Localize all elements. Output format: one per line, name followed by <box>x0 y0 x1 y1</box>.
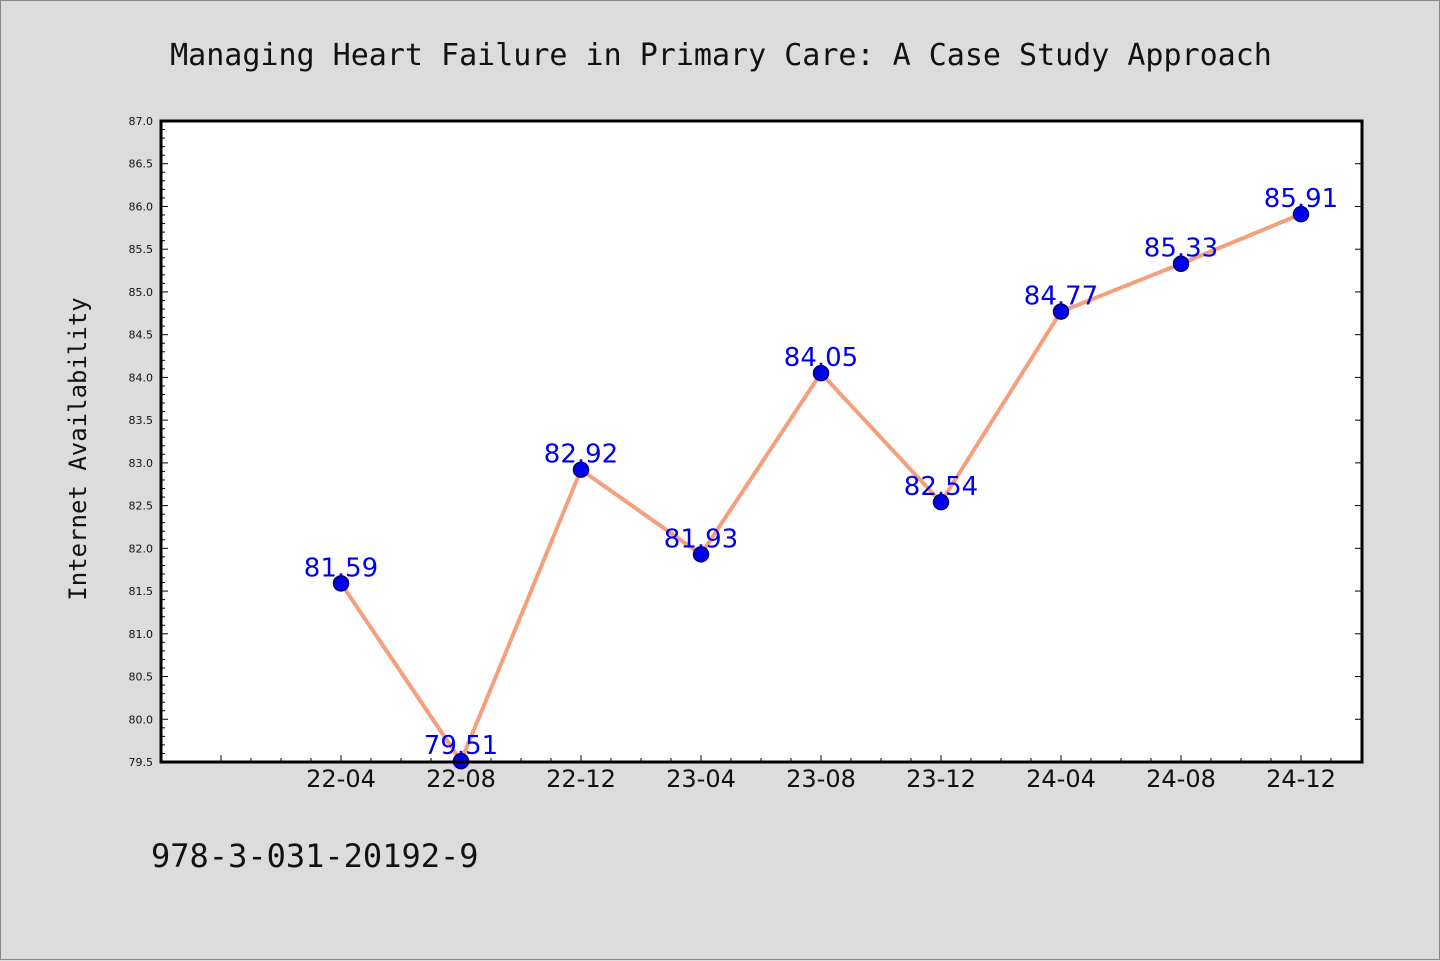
y-tick-label: 86.0 <box>129 200 154 213</box>
y-tick-label: 85.0 <box>129 286 154 299</box>
data-label: 81.59 <box>304 553 378 583</box>
y-axis-label: Internet Availability <box>64 297 92 600</box>
y-tick-label: 82.5 <box>129 500 154 513</box>
x-tick-label: 22-08 <box>426 765 496 793</box>
y-tick-label: 83.5 <box>129 414 154 427</box>
y-tick-label: 82.0 <box>129 542 154 555</box>
data-point <box>1052 303 1070 320</box>
y-tick-label: 80.5 <box>129 671 154 684</box>
y-tick-label: 80.0 <box>129 713 154 726</box>
chart-title: Managing Heart Failure in Primary Care: … <box>170 38 1272 73</box>
isbn-text: 978-3-031-20192-9 <box>151 837 479 875</box>
plot-border <box>159 119 1364 764</box>
data-point <box>572 461 590 478</box>
y-axis-ticks: 79.5 80.0 80.5 81.0 81.5 82.0 82.5 83.0 83.5 84.0… <box>129 115 1362 769</box>
y-tick-label: 87.0 <box>129 115 154 128</box>
data-point <box>1292 205 1310 223</box>
x-tick-label: 24-04 <box>1026 765 1096 793</box>
data-label: 82.92 <box>544 440 618 470</box>
data-point <box>932 493 950 511</box>
y-tick-label: 81.5 <box>129 585 154 598</box>
x-tick-label: 24-12 <box>1266 765 1336 793</box>
y-tick-label: 79.5 <box>129 756 154 769</box>
data-label: 84.05 <box>784 343 858 373</box>
x-tick-label: 23-04 <box>666 765 736 793</box>
data-label: 81.93 <box>664 524 738 554</box>
y-tick-label: 84.5 <box>129 329 154 342</box>
data-label: 84.77 <box>1024 282 1098 312</box>
plot-area <box>161 121 1362 762</box>
x-tick-label: 22-04 <box>306 765 376 793</box>
y-tick-label: 84.0 <box>129 371 154 384</box>
data-point <box>812 364 830 382</box>
y-tick-label: 81.0 <box>129 628 154 641</box>
data-label: 85.91 <box>1264 184 1338 214</box>
x-tick-label: 23-08 <box>786 765 856 793</box>
data-point <box>1172 255 1190 272</box>
y-tick-label: 85.5 <box>129 243 154 256</box>
y-tick-label: 86.5 <box>129 158 154 171</box>
data-point <box>692 546 710 563</box>
x-tick-label: 23-12 <box>906 765 976 793</box>
series-group: 81.59 79.51 82.92 81.93 84.05 82.54 84.77 85.33… <box>304 184 1338 770</box>
data-label: 85.33 <box>1144 234 1218 264</box>
x-tick-label: 22-12 <box>546 765 616 793</box>
data-label: 82.54 <box>904 472 978 502</box>
x-tick-label: 24-08 <box>1146 765 1216 793</box>
y-tick-label: 83.0 <box>129 457 154 470</box>
data-point <box>332 575 350 592</box>
data-label: 79.51 <box>424 731 498 761</box>
